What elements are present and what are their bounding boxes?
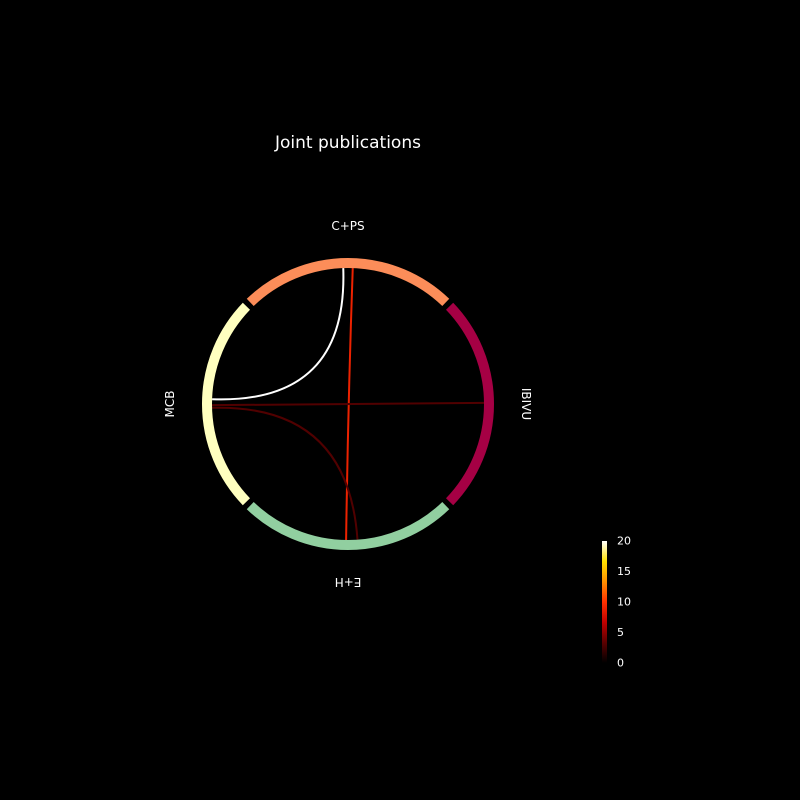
colorbar-ticks: 0 5 10 15 20 [617,535,631,670]
colorbar: 0 5 10 15 20 [602,535,631,670]
colorbar-tick-label: 0 [617,657,624,670]
link-mcb-e-h [212,408,357,540]
node-label-mcb: MCB [163,391,177,418]
colorbar-tick-label: 15 [617,565,631,578]
chart-title: Joint publications [274,133,421,153]
node-label-c-ps: C+PS [331,219,364,233]
colorbar-tick-label: 5 [617,626,624,639]
links-layer [212,268,484,540]
colorbar-scale [602,541,607,663]
colorbar-tick-label: 10 [617,596,631,609]
node-label-e-h: E+H [335,575,362,589]
link-mcb-ibivu [212,403,484,405]
node-label-ibivu: IBIVU [519,388,533,420]
link-c-ps-mcb [212,268,343,399]
colorbar-tick-label: 20 [617,535,631,548]
node-arc-e-h [250,506,446,545]
node-arc-c-ps [250,263,446,302]
